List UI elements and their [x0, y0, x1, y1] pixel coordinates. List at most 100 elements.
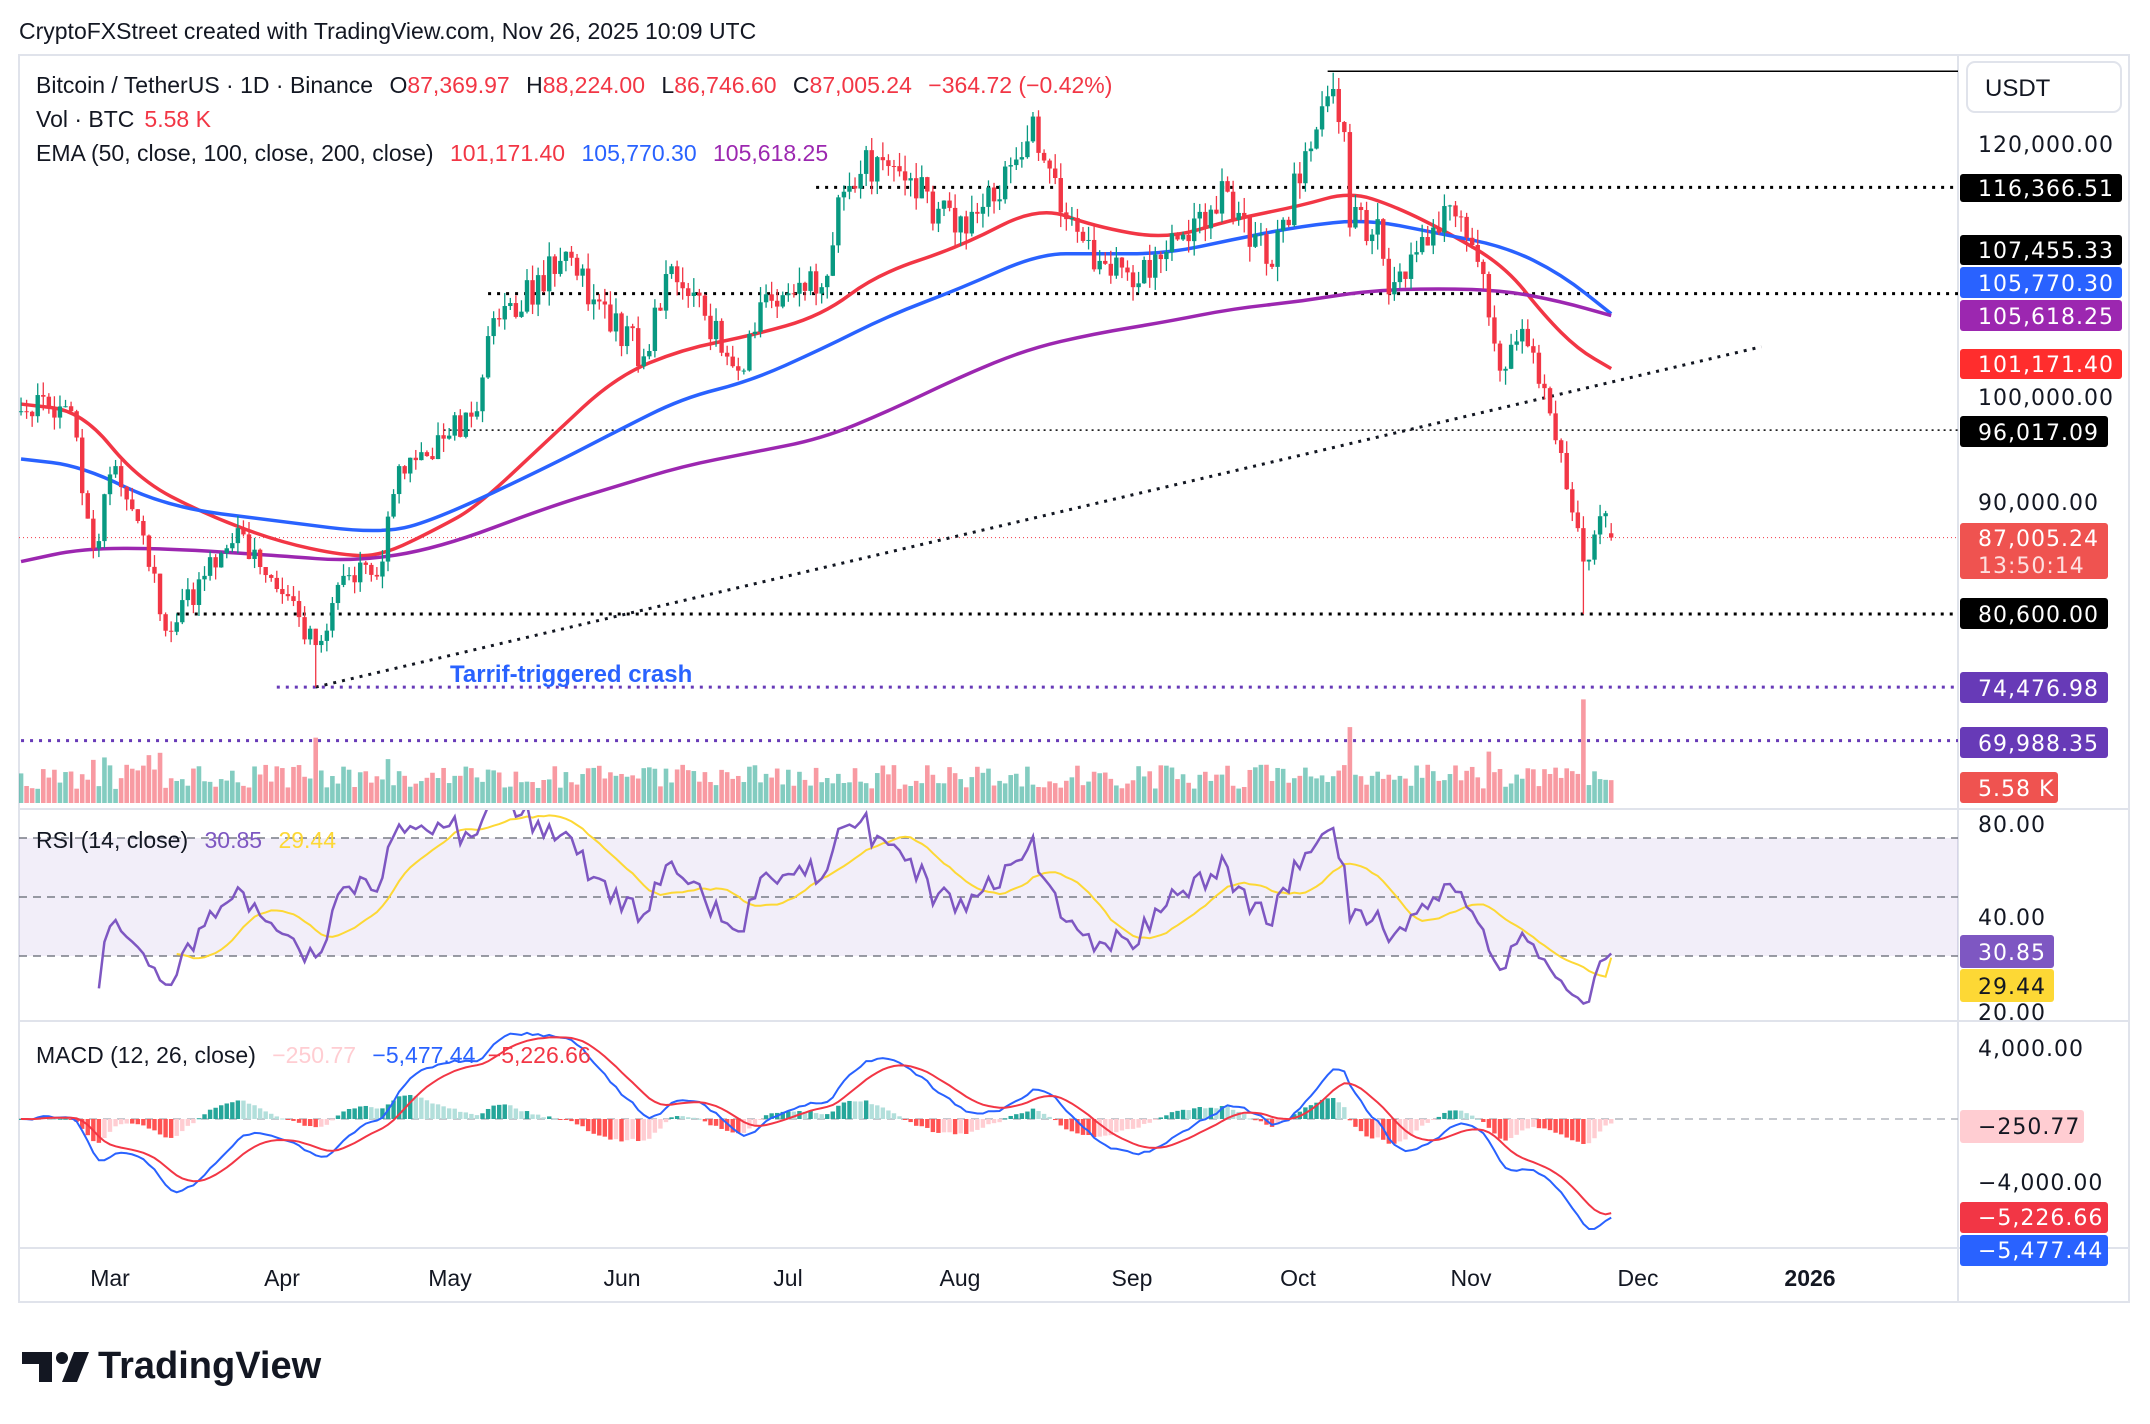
- volume-bar: [152, 769, 157, 803]
- macd-histogram-bar: [85, 1119, 90, 1136]
- candle: [1369, 229, 1375, 255]
- macd-histogram-bar: [1508, 1119, 1514, 1139]
- candle: [758, 287, 763, 338]
- candle-body: [858, 173, 863, 189]
- volume-bar: [391, 785, 396, 803]
- candle: [480, 374, 485, 423]
- candle: [641, 348, 646, 370]
- volume-bar: [958, 779, 963, 803]
- candle-body: [1214, 209, 1219, 214]
- candle-body: [269, 575, 274, 578]
- legend-volume-label[interactable]: Vol · BTC: [36, 106, 134, 132]
- candle-body: [241, 528, 246, 535]
- candle: [430, 447, 435, 461]
- candle: [307, 625, 313, 645]
- macd-histogram-bar: [1575, 1119, 1581, 1142]
- macd-histogram-bar: [830, 1111, 835, 1119]
- candle-body: [1536, 352, 1542, 384]
- candle: [346, 567, 352, 581]
- macd-histogram-bar: [758, 1119, 763, 1120]
- legend-symbol[interactable]: Bitcoin / TetherUS · 1D · Binance: [36, 72, 373, 98]
- volume-bar: [1586, 785, 1592, 803]
- legend-rsi-label[interactable]: RSI (14, close): [36, 827, 188, 853]
- macd-histogram-bar: [914, 1119, 919, 1126]
- volume-bar: [797, 771, 802, 803]
- macd-histogram-bar: [219, 1105, 224, 1119]
- volume-bar: [1169, 767, 1175, 803]
- candle: [19, 397, 24, 416]
- candle: [1264, 228, 1269, 276]
- candle-body: [363, 562, 368, 565]
- currency-button[interactable]: [1966, 61, 2122, 113]
- volume-bar: [1325, 781, 1330, 803]
- candle-body: [346, 575, 352, 577]
- volume-bar: [602, 778, 608, 803]
- candle: [1597, 504, 1603, 545]
- legend-macd-label[interactable]: MACD (12, 26, close): [36, 1042, 256, 1068]
- macd-pane[interactable]: [19, 1031, 1958, 1231]
- candle-body: [91, 518, 96, 549]
- macd-histogram-bar: [1486, 1119, 1492, 1128]
- volume-bar: [380, 779, 385, 803]
- tradingview-logo[interactable]: TradingView: [22, 1345, 322, 1387]
- candle: [713, 308, 719, 347]
- currency-label: USDT: [1985, 75, 2051, 102]
- candle-body: [141, 520, 146, 536]
- time-axis[interactable]: Mar Apr May Jun Jul Aug Sep Oct Nov Dec …: [90, 1265, 1835, 1291]
- candle: [369, 562, 374, 582]
- candle-body: [652, 307, 658, 352]
- candle-body: [730, 356, 735, 367]
- macd-histogram-bar: [196, 1118, 202, 1120]
- candle: [624, 315, 630, 355]
- macd-histogram-bar: [68, 1119, 74, 1120]
- candle: [869, 138, 874, 195]
- volume-bar: [630, 775, 635, 803]
- volume-bar: [146, 755, 152, 803]
- macd-histogram-bar: [941, 1119, 947, 1133]
- candle: [491, 311, 496, 345]
- candle: [435, 422, 441, 460]
- macd-histogram-bar: [1230, 1109, 1236, 1119]
- macd-histogram-bar: [1036, 1111, 1041, 1119]
- candle-body: [124, 487, 129, 500]
- candle: [485, 326, 491, 379]
- candle: [207, 551, 213, 581]
- volume-bar: [541, 780, 546, 803]
- legend-ema-label[interactable]: EMA (50, close, 100, close, 200, close): [36, 140, 434, 166]
- candle: [419, 442, 424, 461]
- volume-bar: [930, 774, 936, 803]
- legend-open-label: O: [389, 72, 407, 98]
- label-bg-rsi-ma: [1960, 969, 2054, 1002]
- volume-bar: [691, 771, 697, 803]
- macd-histogram-bar: [1536, 1119, 1542, 1129]
- price-pane[interactable]: [19, 70, 1958, 803]
- macd-histogram-bar: [697, 1118, 702, 1120]
- price-axis[interactable]: USDT 120,000.00 100,000.00 90,000.00 116…: [1960, 61, 2122, 1266]
- candle-body: [1019, 157, 1025, 160]
- macd-histogram-bar: [1609, 1119, 1614, 1124]
- candle-body: [1520, 328, 1525, 342]
- candle: [252, 537, 257, 569]
- macd-histogram-bar: [1447, 1110, 1453, 1119]
- candle: [608, 291, 613, 333]
- macd-histogram-bar: [769, 1113, 774, 1119]
- macd-histogram-bar: [841, 1102, 847, 1119]
- volume-bar: [524, 781, 530, 803]
- candle: [1153, 246, 1158, 290]
- candle-body: [1169, 233, 1175, 253]
- candle: [1069, 207, 1075, 226]
- macd-histogram-bar: [825, 1114, 830, 1119]
- candle-body: [207, 557, 213, 576]
- candle-body: [1403, 271, 1408, 279]
- rsi-pane[interactable]: [19, 799, 1958, 1005]
- candle-body: [130, 499, 135, 510]
- macd-histogram-bar: [1358, 1119, 1364, 1132]
- annotation-tariff-crash[interactable]: Tarrif-triggered crash: [450, 661, 692, 688]
- candle-body: [630, 326, 635, 329]
- macd-histogram-bar: [980, 1119, 986, 1128]
- macd-histogram-bar: [358, 1106, 363, 1119]
- macd-histogram-bar: [613, 1119, 619, 1140]
- candle: [118, 459, 124, 497]
- candle-body: [29, 411, 35, 417]
